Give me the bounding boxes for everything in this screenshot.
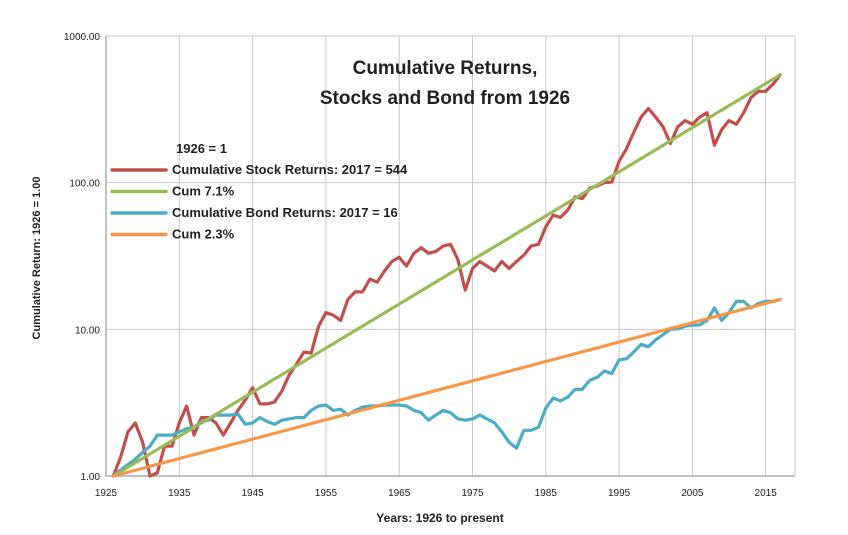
y-tick-label: 10.00 — [75, 325, 100, 336]
x-tick-label: 1945 — [241, 488, 264, 499]
y-tick-label: 1.00 — [81, 472, 101, 483]
series-lines — [111, 73, 782, 478]
series-line-1 — [111, 73, 782, 478]
axis-ticks: 1925 1935 1945 1955 1965 1975 1985 1995 2005 2015… — [64, 32, 777, 499]
x-axis-label: Years: 1926 to present — [376, 511, 503, 525]
legend-label: Cum 7.1% — [172, 184, 235, 199]
x-tick-label: 1955 — [315, 488, 338, 499]
legend-label: Cum 2.3% — [172, 227, 235, 242]
x-tick-label: 1925 — [95, 488, 118, 499]
legend-header: 1926 = 1 — [176, 141, 227, 156]
x-tick-label: 1995 — [608, 488, 631, 499]
x-tick-label: 1935 — [168, 488, 191, 499]
legend-label: Cumulative Stock Returns: 2017 = 544 — [172, 162, 408, 177]
chart-title-line2: Stocks and Bond from 1926 — [320, 88, 570, 109]
legend-label: Cumulative Bond Returns: 2017 = 16 — [172, 205, 398, 220]
chart-title-line1: Cumulative Returns, — [353, 58, 538, 79]
x-tick-label: 2005 — [681, 488, 704, 499]
x-tick-label: 2015 — [755, 488, 778, 499]
series-line-3 — [111, 297, 782, 478]
legend: 1926 = 1 Cumulative Stock Returns: 2017 … — [110, 141, 408, 242]
x-tick-label: 1965 — [388, 488, 411, 499]
y-axis-label: Cumulative Return: 1926 = 1.00 — [31, 177, 43, 340]
y-tick-label: 100.00 — [69, 179, 100, 190]
x-tick-label: 1975 — [461, 488, 484, 499]
y-tick-label: 1000.00 — [64, 32, 101, 43]
x-tick-label: 1985 — [535, 488, 558, 499]
